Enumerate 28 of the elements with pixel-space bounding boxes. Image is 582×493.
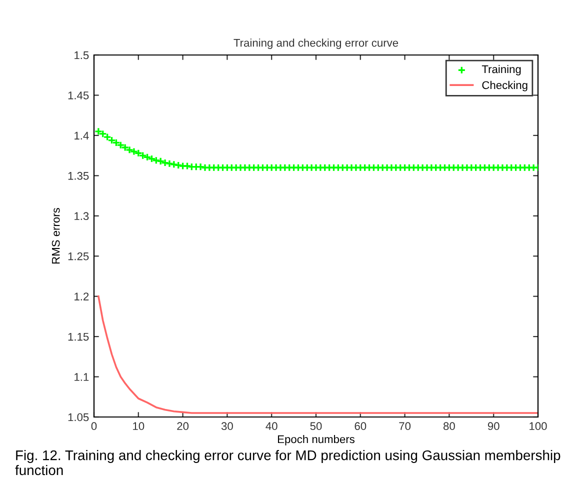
y-tick-label: 1.3 [74,212,89,220]
x-tick-label: 0 [91,422,97,430]
y-axis-title: RMS errors [52,208,60,264]
y-tick-label: 1.15 [68,332,89,341]
x-tick-label: 60 [354,422,366,430]
x-tick-label: 80 [444,422,455,430]
x-tick-label: 100 [530,422,547,430]
chart-title: Training and checking error curve [234,38,398,49]
y-tick-label: 1.05 [68,413,89,422]
line-series [98,295,538,414]
y-tick-label: 1.35 [68,172,89,180]
caption: Fig. 12. Training and checking error curve for MD prediction using Gaussian membership function [15,450,560,476]
y-tick-label: 1.5 [74,51,89,60]
x-tick-label: 20 [177,422,189,430]
x-tick-label: 70 [399,422,411,430]
x-axis-title: Epoch numbers [278,434,355,446]
legend-label: Checking [482,80,528,92]
y-tick-label: 1.45 [68,92,89,100]
y-tick-label: 1.2 [74,292,89,300]
x-tick-label: 40 [266,422,278,430]
x-tick-label: 90 [488,422,500,430]
y-tick-label: 1.1 [74,373,89,381]
y-tick-label: 1.4 [74,132,89,140]
legend-label: Training [482,65,521,76]
y-tick-label: 1.25 [68,252,89,260]
x-tick-label: 10 [133,422,144,430]
x-tick-label: 30 [221,422,233,430]
x-tick-label: 50 [310,422,322,430]
